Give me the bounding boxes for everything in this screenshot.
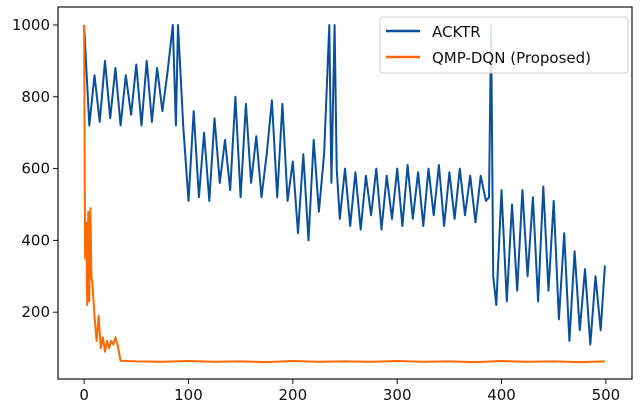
x-tick-label: 0	[79, 386, 89, 404]
y-axis: 200 400 600 800 1000	[12, 16, 58, 321]
y-tick-label: 600	[21, 160, 50, 178]
legend-box	[379, 16, 629, 74]
x-tick-label: 400	[487, 386, 516, 404]
series-line-qmp-dqn	[83, 24, 605, 364]
y-tick-label: 200	[21, 303, 50, 321]
legend-label-acktr: ACKTR	[432, 23, 481, 41]
x-tick-label: 300	[383, 386, 412, 404]
plot-frame	[57, 6, 633, 380]
y-tick-label: 400	[21, 231, 50, 249]
x-tick-label: 100	[174, 386, 203, 404]
x-axis: 0 100 200 300 400 500	[79, 379, 620, 404]
x-tick-label: 500	[592, 386, 621, 404]
y-tick-label: 800	[21, 88, 50, 106]
x-tick-label: 200	[278, 386, 307, 404]
y-tick-label: 1000	[12, 16, 50, 34]
legend-label-qmp-dqn: QMP-DQN (Proposed)	[432, 49, 591, 67]
series-line-acktr	[83, 24, 606, 346]
series-layer	[83, 24, 606, 364]
legend: ACKTR QMP-DQN (Proposed)	[379, 16, 629, 74]
